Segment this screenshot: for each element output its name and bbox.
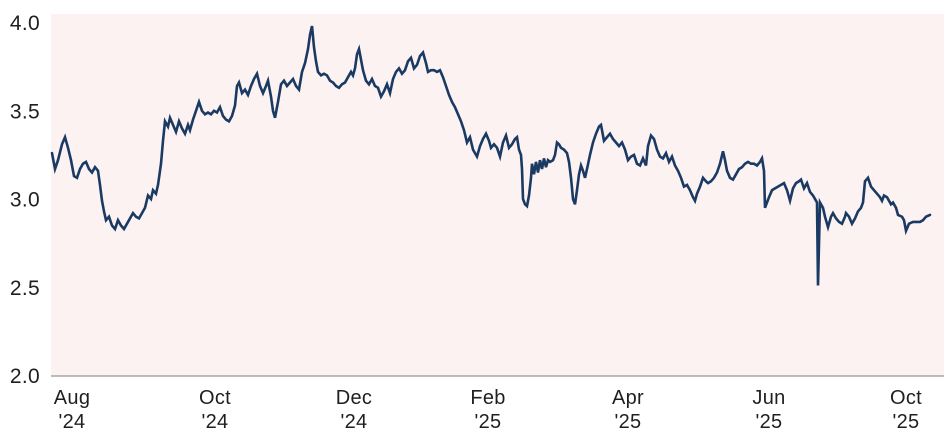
y-tick-label: 3.0 xyxy=(10,189,40,212)
y-tick-label: 4.0 xyxy=(10,12,40,35)
series-line xyxy=(50,25,932,286)
x-tick-label-year: '25 xyxy=(893,411,920,433)
y-tick-label: 2.5 xyxy=(10,277,40,300)
y-tick-label: 2.0 xyxy=(10,365,40,388)
x-tick-label-year: '24 xyxy=(202,411,229,433)
x-tick-label-month: Feb xyxy=(470,387,505,409)
x-tick-label-year: '24 xyxy=(59,411,86,433)
x-tick-label-month: Oct xyxy=(199,387,231,409)
plot-area xyxy=(51,14,944,376)
x-tick-label-year: '25 xyxy=(475,411,502,433)
x-tick-label-month: Dec xyxy=(336,387,372,409)
x-tick-label-month: Aug xyxy=(54,387,91,409)
x-tick-label-year: '24 xyxy=(341,411,368,433)
y-tick-label: 3.5 xyxy=(10,100,40,123)
x-tick-label-month: Jun xyxy=(752,387,785,409)
x-tick-label-year: '25 xyxy=(756,411,783,433)
x-tick-label-month: Apr xyxy=(612,387,644,409)
x-tick-label-year: '25 xyxy=(615,411,642,433)
x-tick-label-month: Oct xyxy=(890,387,922,409)
